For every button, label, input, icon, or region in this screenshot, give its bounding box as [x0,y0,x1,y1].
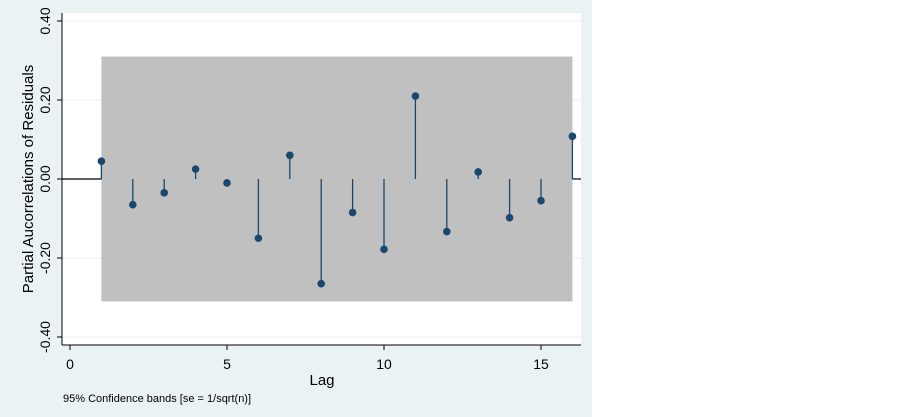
pacf-point [348,208,357,217]
x-tick-label: 15 [533,356,549,372]
pacf-point [97,157,106,166]
pacf-point [537,196,545,205]
y-axis-label: Partial Aucorrelations of Residuals [20,65,37,293]
pacf-point [160,189,168,197]
pacf-point [380,245,388,254]
pacf-point [254,234,263,243]
pacf-point [286,151,294,160]
pacf-point [129,200,137,209]
confidence-band-note: 95% Confidence bands [se = 1/sqrt(n)] [63,393,251,405]
pacf-point [568,132,577,141]
y-tick-label: 0.20 [37,86,53,113]
y-axis-ticks: 0.40 0.20 0.00 -0.20 -0.40 [37,7,62,353]
pacf-point [411,92,420,100]
y-tick-label: 0.00 [37,165,53,192]
pacf-point [191,165,200,173]
pacf-point [317,279,326,288]
markers [97,92,577,288]
pacf-chart: 0.40 0.20 0.00 -0.20 -0.40 0 5 10 15 Partial Au… [20,7,581,405]
y-tick-label: 0.40 [37,7,53,34]
y-tick-label: -0.20 [37,242,53,274]
y-tick-label: -0.40 [37,321,53,353]
x-tick-label: 5 [223,356,231,372]
x-tick-label: 10 [376,356,392,372]
pacf-point [223,179,231,187]
pacf-point [474,168,483,176]
pacf-point [505,213,514,222]
confidence-band [101,56,573,302]
x-tick-label: 0 [66,356,74,372]
x-axis-label: Lag [309,372,334,389]
x-axis-ticks: 0 5 10 15 [66,345,549,372]
pacf-point [443,227,451,236]
